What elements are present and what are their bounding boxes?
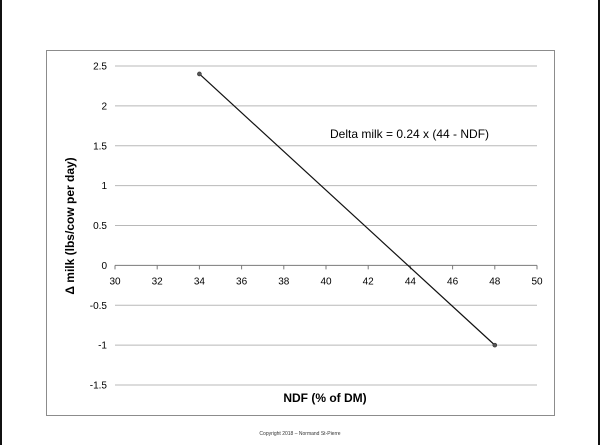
data-point [197, 71, 202, 77]
x-tick-label: 38 [278, 276, 290, 287]
y-tick-label: 0 [101, 261, 107, 272]
x-tick-label: 48 [489, 276, 501, 287]
x-tick-labels: 30 32 34 36 38 40 42 44 46 48 50 [109, 276, 543, 287]
x-tick-label: 34 [194, 276, 206, 287]
y-tick-label: 2 [101, 101, 107, 112]
y-tick-label: 1.5 [93, 141, 107, 152]
y-tick-label: -0.5 [90, 301, 108, 312]
x-tick-label: 44 [405, 276, 417, 287]
y-tick-label: -1.5 [90, 381, 108, 392]
y-tick-label: 0.5 [93, 221, 107, 232]
data-line [198, 73, 496, 346]
copyright-footer: Copyright 2018 – Normand St-Pierre [259, 431, 341, 437]
data-point [492, 342, 498, 348]
x-axis-title: NDF (% of DM) [283, 391, 366, 405]
x-axis-line [114, 264, 538, 270]
x-tick-label: 46 [447, 276, 459, 287]
equation-annotation: Delta milk = 0.24 x (44 - NDF) [330, 127, 489, 141]
x-tick-label: 32 [152, 276, 164, 287]
y-tick-label: 1 [101, 181, 107, 192]
x-tick-label: 36 [236, 276, 248, 287]
y-tick-labels: 2.5 2 1.5 1 0.5 0 -0.5 -1 -1.5 [90, 62, 108, 392]
x-tick-label: 50 [531, 276, 543, 287]
chart-area [46, 50, 555, 416]
series-line [197, 71, 498, 348]
x-tick-label: 30 [109, 276, 121, 287]
y-axis-title: Δ milk (lbs/cow per day) [63, 157, 77, 294]
x-tick-label: 40 [320, 276, 332, 287]
gridlines [115, 65, 537, 386]
x-tick-label: 42 [363, 276, 375, 287]
y-tick-label: 2.5 [93, 62, 107, 73]
y-tick-label: -1 [98, 341, 107, 352]
